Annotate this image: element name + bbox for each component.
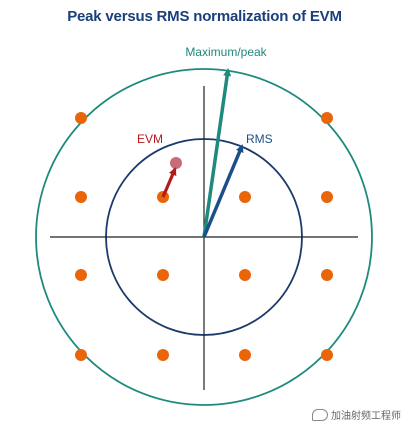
outer-circle <box>35 68 373 406</box>
rms-label: RMS <box>246 132 273 146</box>
constellation-point <box>75 269 87 281</box>
constellation-point <box>75 191 87 203</box>
constellation-point <box>321 191 333 203</box>
evm-label: EVM <box>137 132 163 146</box>
constellation-point <box>157 269 169 281</box>
constellation-point <box>75 112 87 124</box>
maximum-peak-label: Maximum/peak <box>185 45 267 59</box>
constellation-point <box>321 112 333 124</box>
wechat-icon <box>312 408 328 421</box>
constellation-point <box>239 349 251 361</box>
constellation-points <box>75 112 333 361</box>
rms-vector-arrow <box>202 144 244 238</box>
constellation-point <box>239 191 251 203</box>
constellation-point <box>321 349 333 361</box>
watermark: 加油射频工程师 <box>312 407 401 422</box>
evm-measured-point <box>170 157 182 169</box>
diagram-title: Peak versus RMS normalization of EVM <box>67 8 342 25</box>
constellation-point <box>321 269 333 281</box>
constellation-point <box>157 349 169 361</box>
constellation-point <box>239 269 251 281</box>
evm-vector-arrow <box>161 167 177 198</box>
watermark-text: 加油射频工程师 <box>331 411 401 422</box>
constellation-point <box>75 349 87 361</box>
peak-vector-arrow <box>202 68 232 238</box>
